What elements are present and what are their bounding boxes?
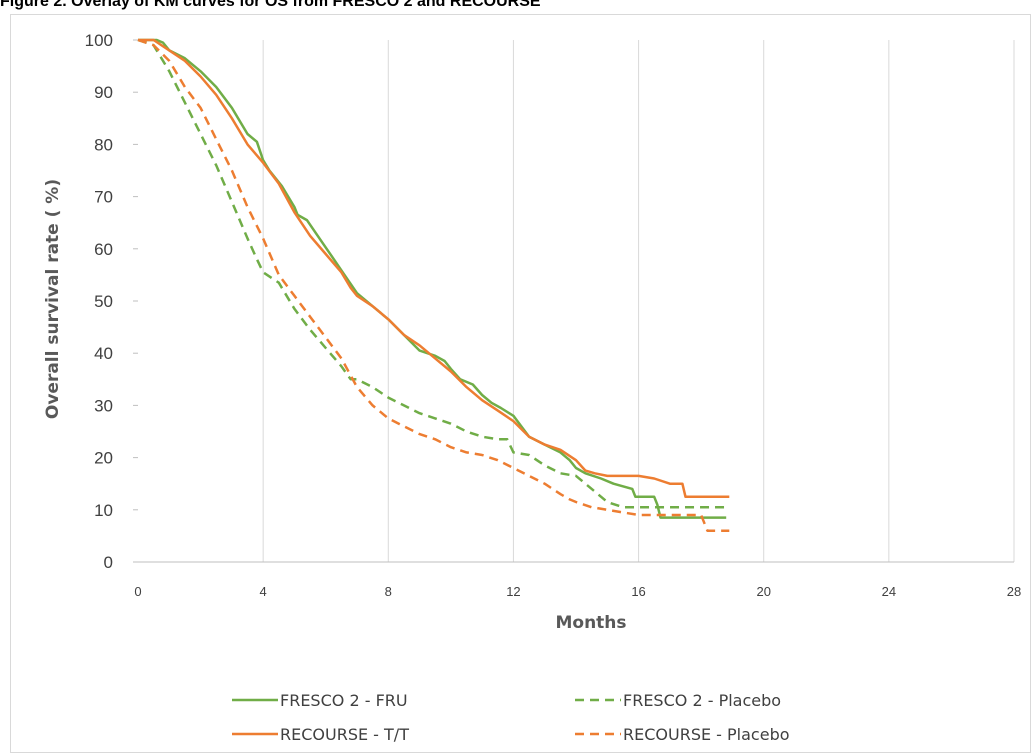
x-tick-label: 4: [260, 584, 267, 599]
legend-label: FRESCO 2 - Placebo: [623, 691, 781, 710]
series-line: [138, 38, 730, 499]
x-tick-label: 12: [506, 584, 520, 599]
series-lines: [137, 38, 730, 532]
y-axis-title: Overall survival rate ( %): [43, 179, 63, 419]
x-tick-label: 24: [882, 584, 896, 599]
x-tick-label: 0: [134, 584, 141, 599]
y-tick-label: 40: [94, 344, 113, 363]
y-tick-label: 70: [94, 188, 113, 207]
x-axis-title: Months: [555, 613, 626, 633]
series-line: [137, 38, 730, 532]
legend: FRESCO 2 - FRU FRESCO 2 - Placebo RECOURSE…: [232, 691, 790, 744]
y-tick-label: 60: [94, 240, 113, 259]
x-tick-label: 8: [385, 584, 392, 599]
x-tick-label: 28: [1007, 584, 1021, 599]
y-tick-label: 100: [85, 31, 113, 50]
figure-title: Figure 2. Overlay of KM curves for OS fr…: [0, 0, 541, 10]
y-tick-label: 30: [94, 396, 113, 415]
series-line: [138, 38, 727, 519]
y-tick-label: 90: [94, 83, 113, 102]
chart-area: [10, 14, 1031, 753]
series-line: [137, 38, 727, 509]
x-tick-label: 16: [631, 584, 645, 599]
x-tick-label: 20: [756, 584, 770, 599]
legend-label: FRESCO 2 - FRU: [280, 691, 408, 710]
tick-labels: 0 4 8 12 16 20 24 28 0 10 20 30 40 50 60 70 80 90 100: [85, 31, 1022, 599]
legend-label: RECOURSE - T/T: [280, 725, 409, 744]
y-tick-label: 80: [94, 135, 113, 154]
axes: [133, 39, 1014, 563]
legend-label: RECOURSE - Placebo: [623, 725, 790, 744]
gridlines: [262, 40, 1015, 562]
y-tick-label: 0: [104, 553, 113, 572]
y-tick-label: 10: [94, 501, 113, 520]
y-tick-label: 50: [94, 292, 113, 311]
y-tick-label: 20: [94, 449, 113, 468]
